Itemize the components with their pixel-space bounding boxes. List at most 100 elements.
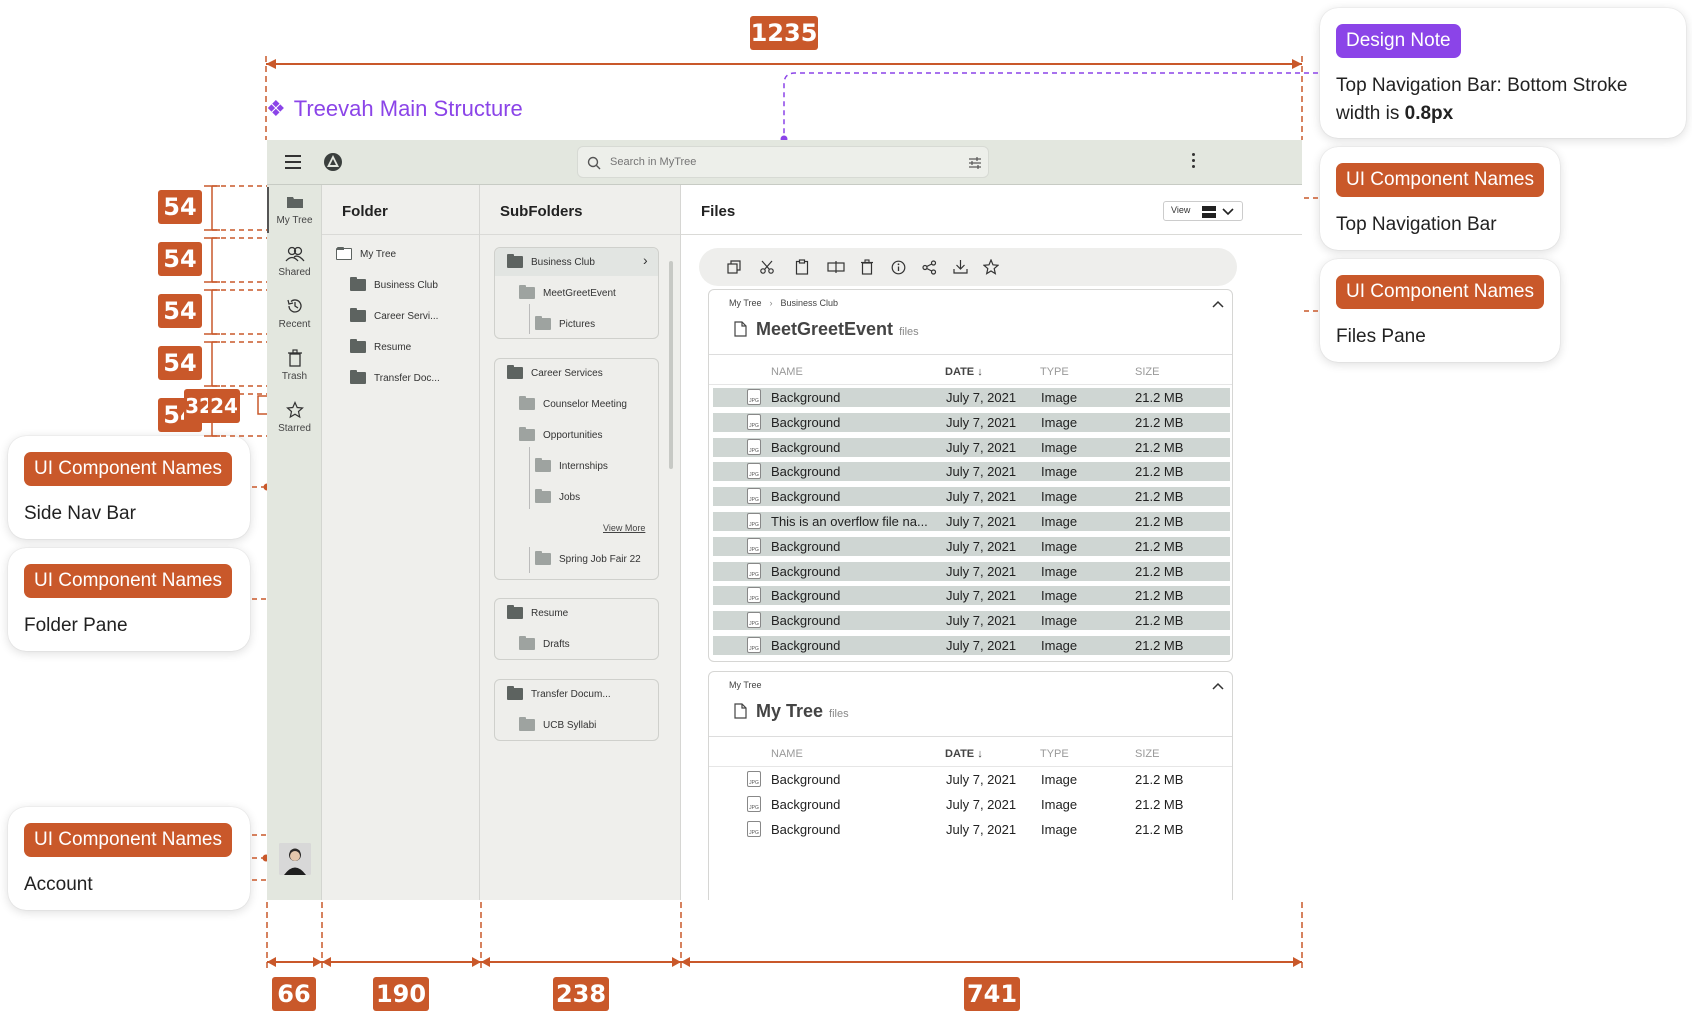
table-row[interactable]: JPG Background July 7, 2021 Image 21.2 MB xyxy=(713,412,1230,432)
file-icon xyxy=(734,703,747,719)
chevron-up-icon[interactable] xyxy=(1212,682,1224,690)
delete-icon[interactable] xyxy=(860,259,874,275)
file-size: 21.2 MB xyxy=(1135,464,1184,480)
side-nav-bar: My Tree Shared Recent Trash Starred xyxy=(267,185,322,900)
folder-icon xyxy=(350,339,366,353)
column-header-size[interactable]: SIZE xyxy=(1135,748,1160,760)
subfolder-header-transfer[interactable]: Transfer Docum... xyxy=(507,686,611,700)
breadcrumb-item[interactable]: Business Club xyxy=(780,298,839,308)
subfolder-item[interactable]: Drafts xyxy=(519,636,570,650)
subfolder-label: Career Services xyxy=(531,367,603,379)
subfolder-header-business-club[interactable]: Business Club xyxy=(507,254,595,268)
file-date: July 7, 2021 xyxy=(946,489,1017,505)
download-icon[interactable] xyxy=(953,259,968,274)
star-icon[interactable] xyxy=(983,259,999,275)
view-more-link[interactable]: View More xyxy=(603,523,646,533)
table-row[interactable]: JPG This is an overflow file na... July 7,… xyxy=(713,512,1230,531)
subfolder-header-resume[interactable]: Resume xyxy=(507,605,569,619)
share-icon[interactable] xyxy=(922,260,937,275)
table-row[interactable]: JPG Background July 7, 2021 Image 21.2 MB xyxy=(713,388,1230,407)
subfolder-label: Transfer Docum... xyxy=(531,688,611,700)
breadcrumb-item[interactable]: My Tree xyxy=(729,298,762,308)
subfolder-item[interactable]: MeetGreetEvent xyxy=(519,285,616,299)
column-header-type[interactable]: TYPE xyxy=(1040,748,1069,760)
jpg-file-icon: JPG xyxy=(747,820,761,837)
nav-item-starred[interactable]: Starred xyxy=(267,395,322,447)
table-row[interactable]: JPG Background July 7, 2021 Image 21.2 MB xyxy=(713,561,1230,581)
nav-label-starred: Starred xyxy=(278,423,311,434)
folder-item-resume[interactable]: Resume xyxy=(350,339,411,353)
hamburger-menu-icon[interactable] xyxy=(285,155,301,169)
file-name: Background xyxy=(771,414,841,430)
rename-icon[interactable] xyxy=(827,260,845,274)
table-row[interactable]: JPG Background July 7, 2021 Image 21.2 MB xyxy=(713,586,1230,606)
folder-item-career-services[interactable]: Career Servi... xyxy=(350,308,438,322)
nav-item-recent[interactable]: Recent xyxy=(267,291,322,343)
table-row[interactable]: JPG Background July 7, 2021 Image 21.2 MB xyxy=(713,820,1230,839)
table-row[interactable]: JPG Background July 7, 2021 Image 21.2 MB xyxy=(713,636,1230,655)
table-row[interactable]: JPG Background July 7, 2021 Image 21.2 MB xyxy=(713,487,1230,507)
subfolder-item[interactable]: Internships xyxy=(535,458,608,472)
paste-icon[interactable] xyxy=(795,259,809,275)
chevron-right-icon[interactable]: › xyxy=(643,252,648,268)
folder-item-business-club[interactable]: Business Club xyxy=(350,277,438,291)
column-header-name[interactable]: NAME xyxy=(771,748,803,760)
subfolder-label: Resume xyxy=(531,607,569,619)
star-icon xyxy=(285,401,304,419)
section-divider xyxy=(709,736,1232,737)
nav-item-trash[interactable]: Trash xyxy=(267,343,322,395)
subfolder-card-career-services: Career Services Counselor Meeting Opport… xyxy=(494,358,659,580)
search-bar[interactable] xyxy=(577,146,989,178)
tree-guide-line xyxy=(529,547,530,573)
table-row[interactable]: JPG Background July 7, 2021 Image 21.2 MB xyxy=(713,437,1230,457)
view-toggle[interactable]: View xyxy=(1163,201,1243,221)
file-type: Image xyxy=(1041,489,1078,505)
chevron-up-icon[interactable] xyxy=(1212,300,1224,308)
subfolder-item[interactable]: Counselor Meeting xyxy=(519,396,627,410)
table-row[interactable]: JPG Background July 7, 2021 Image 21.2 MB xyxy=(713,536,1230,556)
subfolder-item[interactable]: Pictures xyxy=(535,316,595,330)
subfolder-item[interactable]: Spring Job Fair 22 xyxy=(535,551,641,565)
subfolder-item[interactable]: Jobs xyxy=(535,489,580,503)
column-header-name[interactable]: NAME xyxy=(771,366,803,378)
file-size: 21.2 MB xyxy=(1135,796,1184,812)
folder-item-my-tree[interactable]: My Tree xyxy=(336,247,396,260)
column-header-date[interactable]: DATE ↓ xyxy=(945,748,983,760)
filter-sliders-icon[interactable] xyxy=(968,156,982,170)
subfolder-header-career-services[interactable]: Career Services xyxy=(507,365,603,379)
cut-icon[interactable] xyxy=(760,260,774,274)
copy-icon[interactable] xyxy=(727,260,741,274)
column-header-size[interactable]: SIZE xyxy=(1135,366,1160,378)
folder-item-transfer-docs[interactable]: Transfer Doc... xyxy=(350,370,440,384)
table-row[interactable]: JPG Background July 7, 2021 Image 21.2 MB xyxy=(713,795,1230,814)
subfolder-scrollbar[interactable] xyxy=(669,261,673,469)
info-icon[interactable] xyxy=(891,260,906,275)
header-divider xyxy=(709,766,1232,767)
table-row[interactable]: JPG Background July 7, 2021 Image 21.2 MB xyxy=(713,462,1230,482)
subfolder-item[interactable]: Opportunities xyxy=(519,427,602,441)
account-avatar[interactable] xyxy=(279,843,311,875)
column-header-type[interactable]: TYPE xyxy=(1040,366,1069,378)
column-header-date[interactable]: DATE ↓ xyxy=(945,366,983,378)
folder-label: Business Club xyxy=(374,279,438,291)
table-row[interactable]: JPG Background July 7, 2021 Image 21.2 MB xyxy=(713,770,1230,789)
file-type: Image xyxy=(1041,390,1078,405)
breadcrumb-item[interactable]: My Tree xyxy=(729,680,762,690)
file-size: 21.2 MB xyxy=(1135,390,1184,405)
folder-icon xyxy=(519,396,535,410)
table-row[interactable]: JPG Background July 7, 2021 Image 21.2 MB xyxy=(713,611,1230,631)
section-name: MeetGreetEvent xyxy=(756,319,894,339)
file-size: 21.2 MB xyxy=(1135,439,1184,455)
file-name: Background xyxy=(771,613,841,629)
file-size: 21.2 MB xyxy=(1135,772,1184,787)
search-input[interactable] xyxy=(610,154,940,170)
nav-item-shared[interactable]: Shared xyxy=(267,239,322,291)
subfolder-item[interactable]: UCB Syllabi xyxy=(519,717,596,731)
more-options-icon[interactable] xyxy=(1192,153,1196,171)
chevron-down-icon xyxy=(1222,208,1234,216)
folder-icon xyxy=(535,316,551,330)
nav-item-my-tree[interactable]: My Tree xyxy=(267,187,322,239)
folder-icon xyxy=(535,458,551,472)
jpg-file-icon: JPG xyxy=(747,413,761,430)
folder-icon xyxy=(286,197,303,208)
